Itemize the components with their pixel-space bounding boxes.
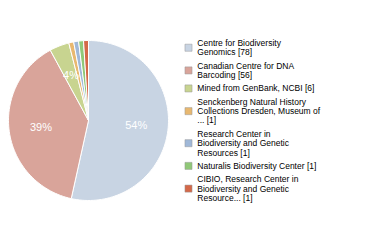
svg-text:4%: 4% [63, 69, 79, 81]
svg-text:Research Center inBiodiversity: Research Center inBiodiversity and Genet… [197, 129, 289, 158]
svg-text:CIBIO, Research Center inBiodi: CIBIO, Research Center inBiodiversity an… [197, 174, 298, 203]
svg-text:Canadian Centre for DNABarcodi: Canadian Centre for DNABarcoding [56] [197, 61, 294, 80]
svg-text:39%: 39% [30, 121, 52, 133]
svg-text:Mined from GenBank, NCBI [6]: Mined from GenBank, NCBI [6] [197, 83, 314, 93]
svg-text:Centre for BiodiversityGenomic: Centre for BiodiversityGenomics [78] [197, 38, 281, 57]
svg-text:Senckenberg Natural HistoryCol: Senckenberg Natural HistoryCollections D… [197, 97, 320, 126]
svg-text:Naturalis Biodiversity Center: Naturalis Biodiversity Center [1] [197, 161, 316, 171]
svg-text:54%: 54% [125, 119, 147, 131]
